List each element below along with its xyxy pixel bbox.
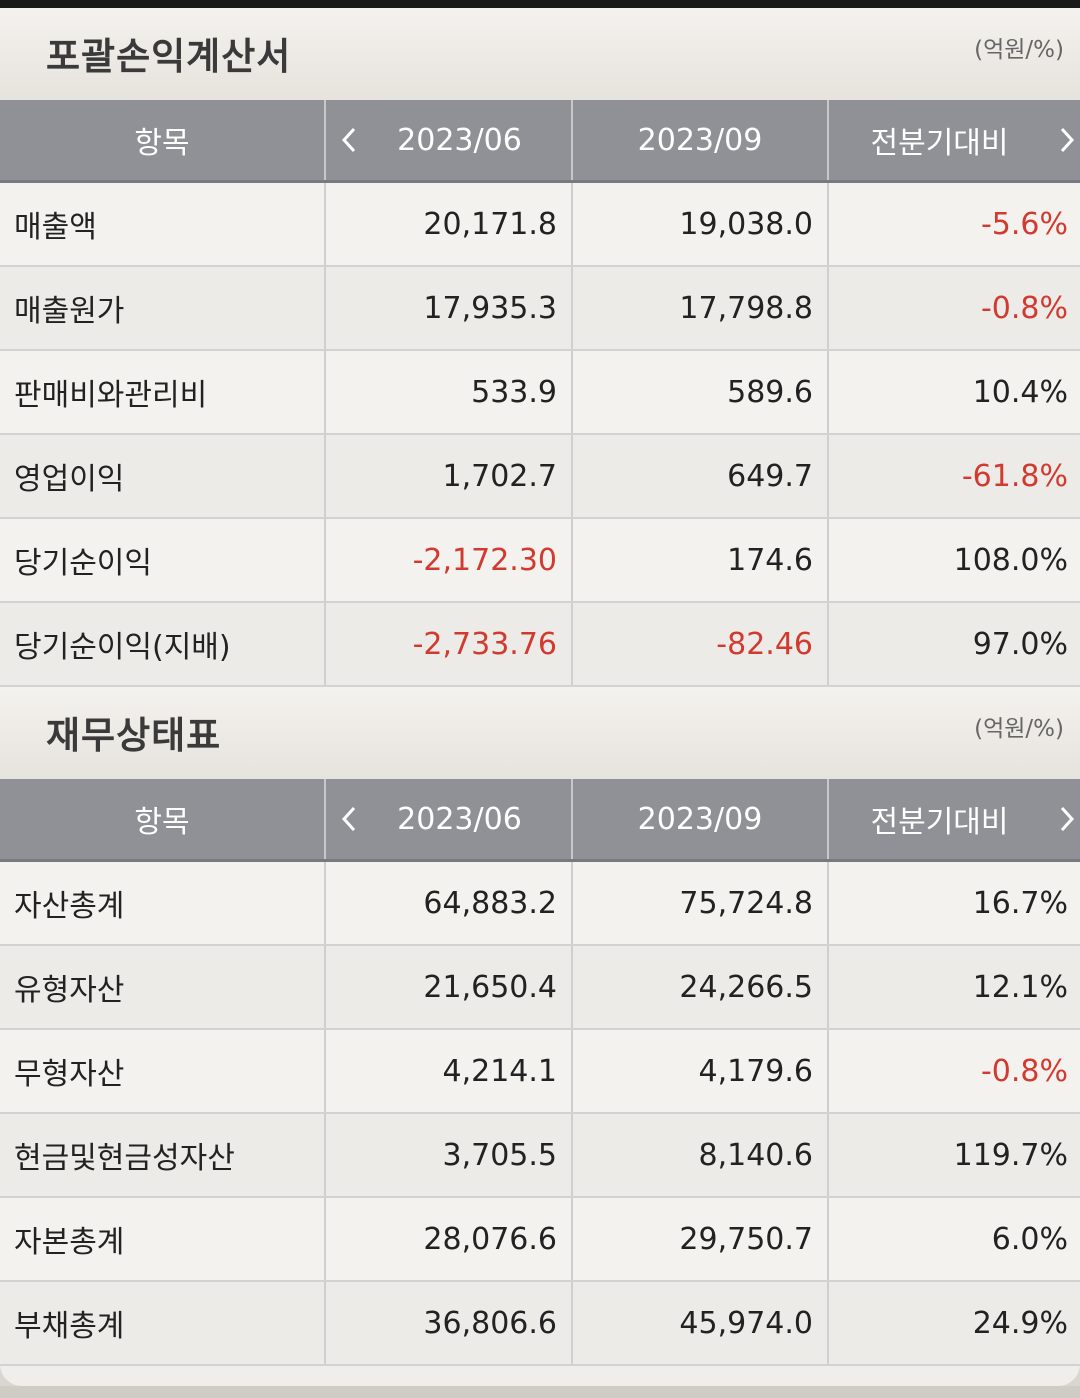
header-period-1: 2023/06 — [324, 779, 572, 862]
sections-container: 포괄손익계산서 (억원/%) 항목 2023/06 2023/09 전분기대비 — [0, 8, 1080, 1366]
row-label: 영업이익 — [0, 434, 325, 519]
table-body: 자산총계 64,883.2 75,724.8 16.7% 유형자산 21,650.4 24,… — [0, 860, 1080, 1366]
table-row: 당기순이익 -2,172.30 174.6 108.0% — [0, 518, 1080, 603]
change-value: 97.0% — [827, 602, 1080, 687]
row-label: 부채총계 — [0, 1281, 325, 1366]
value-period-2: 19,038.0 — [571, 181, 828, 267]
value-period-2: 75,724.8 — [571, 860, 828, 946]
value-period-2: 17,798.8 — [571, 266, 828, 351]
header-period-1: 2023/06 — [324, 100, 572, 183]
section-header: 포괄손익계산서 (억원/%) — [0, 8, 1080, 100]
row-label: 매출액 — [0, 181, 325, 267]
row-label: 판매비와관리비 — [0, 350, 325, 435]
section-title: 재무상태표 — [46, 714, 222, 757]
value-period-1: 21,650.4 — [324, 945, 572, 1030]
change-value: 108.0% — [827, 518, 1080, 603]
header-period-2: 2023/09 — [571, 100, 828, 183]
row-label: 당기순이익(지배) — [0, 602, 325, 687]
row-label: 무형자산 — [0, 1029, 325, 1114]
financial-section: 포괄손익계산서 (억원/%) 항목 2023/06 2023/09 전분기대비 — [0, 8, 1080, 687]
change-value: -0.8% — [827, 266, 1080, 351]
table-row: 매출액 20,171.8 19,038.0 -5.6% — [0, 181, 1080, 267]
table-row: 매출원가 17,935.3 17,798.8 -0.8% — [0, 266, 1080, 351]
value-period-1: 533.9 — [324, 350, 572, 435]
value-period-2: 29,750.7 — [571, 1197, 828, 1282]
change-value: -61.8% — [827, 434, 1080, 519]
header-period-2: 2023/09 — [571, 779, 828, 862]
unit-label: (억원/%) — [974, 37, 1064, 63]
change-value: 24.9% — [827, 1281, 1080, 1366]
value-period-1: 20,171.8 — [324, 181, 572, 267]
financial-section: 재무상태표 (억원/%) 항목 2023/06 2023/09 전분기대비 — [0, 687, 1080, 1366]
chevron-right-icon[interactable] — [1058, 779, 1076, 859]
unit-label: (억원/%) — [974, 716, 1064, 742]
value-period-1: 3,705.5 — [324, 1113, 572, 1198]
change-value: 10.4% — [827, 350, 1080, 435]
value-period-1: 28,076.6 — [324, 1197, 572, 1282]
row-label: 현금및현금성자산 — [0, 1113, 325, 1198]
status-bar — [0, 0, 1080, 8]
change-value: 119.7% — [827, 1113, 1080, 1198]
row-label: 자본총계 — [0, 1197, 325, 1282]
table-row: 유형자산 21,650.4 24,266.5 12.1% — [0, 945, 1080, 1030]
row-label: 유형자산 — [0, 945, 325, 1030]
chevron-left-icon[interactable] — [340, 779, 358, 859]
financial-table: 항목 2023/06 2023/09 전분기대비 — [0, 100, 1080, 687]
chevron-right-icon[interactable] — [1058, 100, 1076, 180]
section-header: 재무상태표 (억원/%) — [0, 687, 1080, 779]
value-period-1: -2,172.30 — [324, 518, 572, 603]
value-period-2: 174.6 — [571, 518, 828, 603]
change-value: -0.8% — [827, 1029, 1080, 1114]
value-period-2: 24,266.5 — [571, 945, 828, 1030]
change-value: -5.6% — [827, 181, 1080, 267]
row-label: 매출원가 — [0, 266, 325, 351]
table-row: 자산총계 64,883.2 75,724.8 16.7% — [0, 860, 1080, 946]
table-header-row: 항목 2023/06 2023/09 전분기대비 — [0, 779, 1080, 862]
header-item: 항목 — [0, 779, 325, 862]
row-label: 자산총계 — [0, 860, 325, 946]
header-item: 항목 — [0, 100, 325, 183]
value-period-1: 4,214.1 — [324, 1029, 572, 1114]
table-row: 무형자산 4,214.1 4,179.6 -0.8% — [0, 1029, 1080, 1114]
value-period-2: 589.6 — [571, 350, 828, 435]
value-period-2: 8,140.6 — [571, 1113, 828, 1198]
chevron-left-icon[interactable] — [340, 100, 358, 180]
value-period-2: 4,179.6 — [571, 1029, 828, 1114]
table-row: 현금및현금성자산 3,705.5 8,140.6 119.7% — [0, 1113, 1080, 1198]
change-value: 12.1% — [827, 945, 1080, 1030]
value-period-2: 45,974.0 — [571, 1281, 828, 1366]
header-change: 전분기대비 — [827, 100, 1080, 183]
value-period-1: 64,883.2 — [324, 860, 572, 946]
row-label: 당기순이익 — [0, 518, 325, 603]
change-value: 6.0% — [827, 1197, 1080, 1282]
table-row: 판매비와관리비 533.9 589.6 10.4% — [0, 350, 1080, 435]
bottom-strip — [0, 1386, 1080, 1398]
section-title: 포괄손익계산서 — [46, 35, 292, 78]
value-period-1: 17,935.3 — [324, 266, 572, 351]
table-body: 매출액 20,171.8 19,038.0 -5.6% 매출원가 17,935.3 17,7… — [0, 181, 1080, 687]
table-row: 자본총계 28,076.6 29,750.7 6.0% — [0, 1197, 1080, 1282]
change-value: 16.7% — [827, 860, 1080, 946]
value-period-2: 649.7 — [571, 434, 828, 519]
value-period-1: -2,733.76 — [324, 602, 572, 687]
financial-card: 포괄손익계산서 (억원/%) 항목 2023/06 2023/09 전분기대비 — [0, 8, 1080, 1386]
table-row: 영업이익 1,702.7 649.7 -61.8% — [0, 434, 1080, 519]
table-row: 당기순이익(지배) -2,733.76 -82.46 97.0% — [0, 602, 1080, 687]
table-header-row: 항목 2023/06 2023/09 전분기대비 — [0, 100, 1080, 183]
value-period-1: 1,702.7 — [324, 434, 572, 519]
value-period-2: -82.46 — [571, 602, 828, 687]
value-period-1: 36,806.6 — [324, 1281, 572, 1366]
header-change: 전분기대비 — [827, 779, 1080, 862]
financial-table: 항목 2023/06 2023/09 전분기대비 — [0, 779, 1080, 1366]
table-row: 부채총계 36,806.6 45,974.0 24.9% — [0, 1281, 1080, 1366]
